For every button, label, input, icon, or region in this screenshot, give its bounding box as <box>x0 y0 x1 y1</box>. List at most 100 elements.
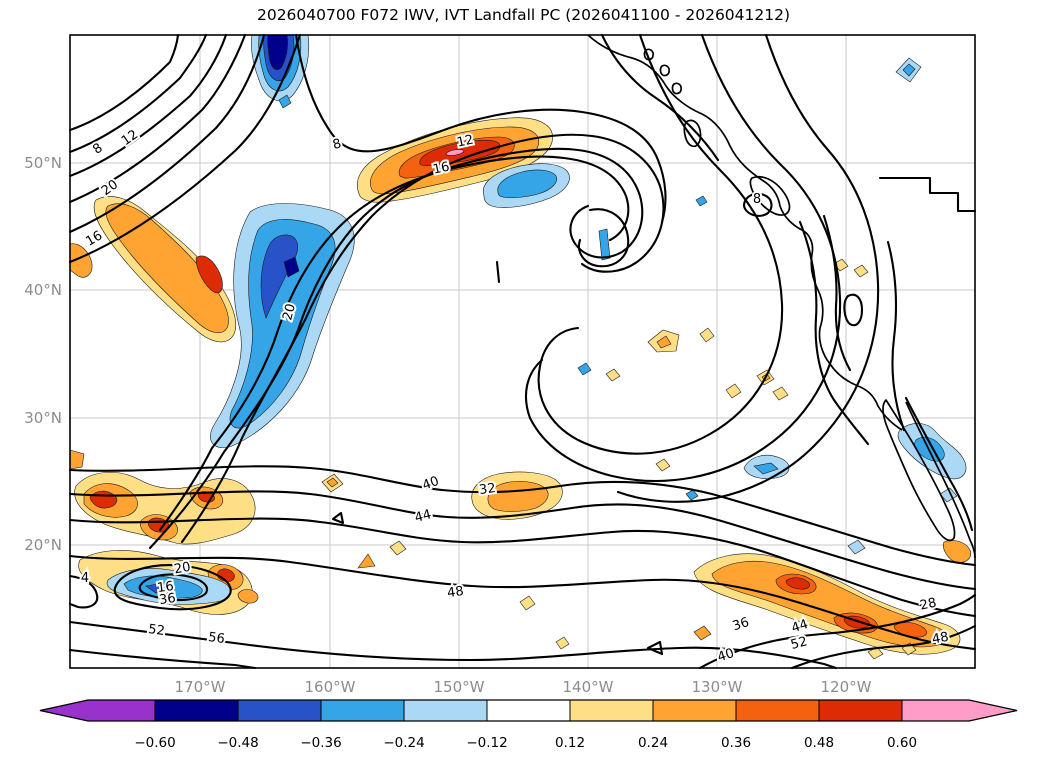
shading-region <box>519 595 536 611</box>
shading-region <box>902 63 916 77</box>
colorbar-outline <box>39 699 1018 722</box>
colorbar-segment <box>238 700 321 721</box>
iwv-contour <box>294 33 667 224</box>
island <box>659 64 670 77</box>
colorbar-extend-high <box>902 700 1017 721</box>
colorbar-tick-label: 0.12 <box>555 735 585 751</box>
contour-label: 8 <box>753 192 761 207</box>
contour-label: 56 <box>207 630 225 647</box>
contour-label: 52 <box>789 634 809 653</box>
shading-region <box>237 589 259 604</box>
shading-region <box>725 383 742 399</box>
shading-region <box>145 582 173 594</box>
x-tick-label: 150°W <box>434 678 485 696</box>
iwv-contour <box>68 33 208 154</box>
x-tick-label: 140°W <box>563 678 614 696</box>
shading-region <box>69 243 93 278</box>
shading-region <box>847 539 866 555</box>
shading-region <box>785 577 810 590</box>
iwv-contour <box>524 33 842 482</box>
x-tick-label: 170°W <box>175 678 226 696</box>
shading-region <box>655 458 671 472</box>
shading-region <box>445 149 465 156</box>
iwv-contour <box>68 574 99 609</box>
iwv-contour <box>68 465 977 567</box>
colorbar-segment <box>487 700 570 721</box>
shading-region <box>943 540 971 563</box>
x-tick-label: 160°W <box>305 678 356 696</box>
contour-label: 16 <box>156 579 174 596</box>
coastline-mexico <box>905 401 976 559</box>
iwv-contour <box>148 147 644 550</box>
shading-region <box>772 386 789 401</box>
colorbar-tick-label: 0.48 <box>804 735 834 751</box>
shading-region <box>389 540 407 556</box>
contour-label: 8 <box>331 136 343 153</box>
colorbar-tick-label: 0.24 <box>638 735 668 751</box>
iwv-contour <box>790 624 977 670</box>
coastlines <box>587 34 976 559</box>
contour-label: 16 <box>432 160 451 178</box>
shading-region <box>753 462 779 475</box>
colorbar-tick-label: 0.36 <box>721 735 751 751</box>
iwv-contour <box>68 33 266 234</box>
shading-region <box>598 228 611 261</box>
iwv-contour <box>904 396 974 532</box>
iwv-contour <box>68 490 977 591</box>
colorbar-segment <box>155 700 238 721</box>
shading-region <box>577 362 592 376</box>
iwv-contour <box>886 240 906 432</box>
colorbar-tick-label: −0.36 <box>300 735 341 751</box>
contour-label: 12 <box>456 133 475 151</box>
iwv-contour <box>537 33 784 455</box>
colorbar-segment <box>404 700 487 721</box>
chart-title: 2026040700 F072 IWV, IVT Landfall PC (20… <box>256 6 791 24</box>
coastline <box>587 34 903 431</box>
shading-region <box>267 34 288 70</box>
shading-region <box>105 203 229 334</box>
contour-label: 28 <box>919 596 938 614</box>
iwv-contour <box>68 648 257 670</box>
contour-label: 48 <box>931 630 950 648</box>
contour-label: 20 <box>173 560 192 578</box>
x-tick-label: 130°W <box>692 678 743 696</box>
colorbar-tick-label: −0.48 <box>217 735 258 751</box>
y-tick-label: 40°N <box>24 281 62 299</box>
iwv-contour <box>600 33 720 162</box>
shading-region <box>69 449 85 470</box>
shading-region <box>693 625 712 641</box>
iwv-contour <box>843 293 864 327</box>
y-tick-label: 30°N <box>24 409 62 427</box>
iwv-contour <box>180 133 665 544</box>
contour-label: 36 <box>731 615 751 634</box>
y-tick-label: 50°N <box>24 154 62 172</box>
iwv-contour <box>68 33 180 132</box>
colorbar-extend-low <box>40 700 155 721</box>
pc-shading-regions <box>69 34 971 660</box>
shading-region <box>605 368 621 382</box>
shading-region <box>555 636 570 650</box>
colorbar-tick-label: −0.12 <box>466 735 507 751</box>
x-axis-tick-labels: 170°W 160°W 150°W 140°W 130°W 120°W <box>175 678 872 696</box>
shading-region <box>283 256 300 278</box>
shading-region <box>357 553 376 569</box>
island <box>671 82 682 95</box>
iwv-contour <box>113 564 232 611</box>
contour-label: 44 <box>413 507 433 526</box>
map-frame <box>69 34 976 669</box>
contour-label: 32 <box>478 481 496 498</box>
colorbar-tick-label: −0.60 <box>134 735 175 751</box>
iwv-contour <box>798 220 870 446</box>
y-axis-tick-labels: 50°N 40°N 30°N 20°N <box>24 154 62 554</box>
iwv-contour <box>616 33 880 503</box>
colorbar-tick-label: 0.60 <box>887 735 917 751</box>
iwv-contour <box>138 573 208 602</box>
coastline-baja <box>882 399 956 542</box>
island-vancouver <box>749 175 791 216</box>
shading-region <box>278 94 292 109</box>
iwv-contour <box>698 593 977 670</box>
colorbar-segment <box>736 700 819 721</box>
iwv-contour <box>578 208 630 268</box>
